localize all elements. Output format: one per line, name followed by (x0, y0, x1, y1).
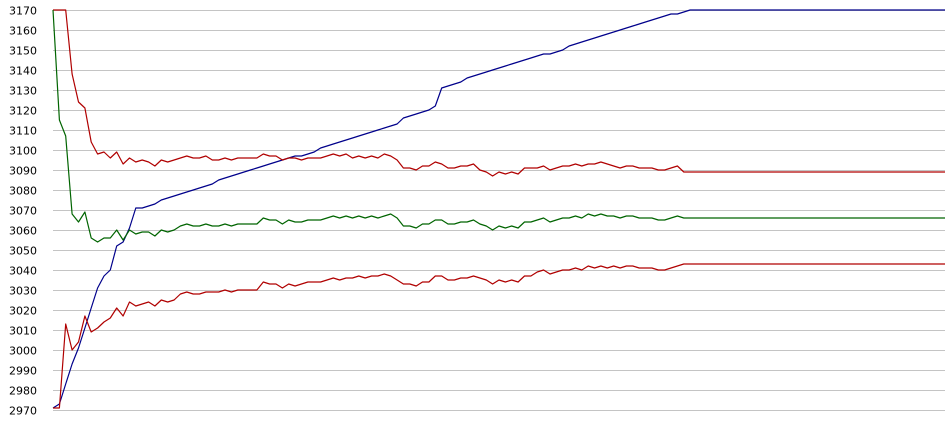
series-line-4 (53, 263, 945, 409)
series-lines (52, 9, 945, 409)
y-tick-label: 3020 (9, 305, 37, 318)
y-tick-label: 3110 (9, 125, 37, 138)
y-tick-label: 3150 (9, 45, 37, 58)
y-tick-label: 3090 (9, 165, 37, 178)
y-tick-label: 3160 (9, 25, 37, 38)
y-tick-label: 3030 (9, 285, 37, 298)
y-tick-label: 3120 (9, 105, 37, 118)
y-tick-label: 3080 (9, 185, 37, 198)
y-tick-label: 3040 (9, 265, 37, 278)
y-axis-tick-labels: 2970 2980 2990 3000 3010 3020 3030 3040 3050 3060… (9, 5, 37, 418)
y-tick-label: 3070 (9, 205, 37, 218)
y-tick-label: 3140 (9, 65, 37, 78)
y-tick-label: 3050 (9, 245, 37, 258)
series-line-2 (53, 9, 945, 177)
y-tick-label: 2980 (9, 385, 37, 398)
y-tick-label: 2990 (9, 365, 37, 378)
y-tick-label: 3170 (9, 5, 37, 18)
y-tick-label: 3100 (9, 145, 37, 158)
y-tick-label: 2970 (9, 405, 37, 418)
y-tick-label: 3000 (9, 345, 37, 358)
y-tick-label: 3060 (9, 225, 37, 238)
grid-lines (53, 10, 945, 411)
y-tick-label: 3010 (9, 325, 37, 338)
series-line-1 (52, 9, 945, 409)
series-line-3 (52, 9, 945, 243)
y-tick-label: 3130 (9, 85, 37, 98)
